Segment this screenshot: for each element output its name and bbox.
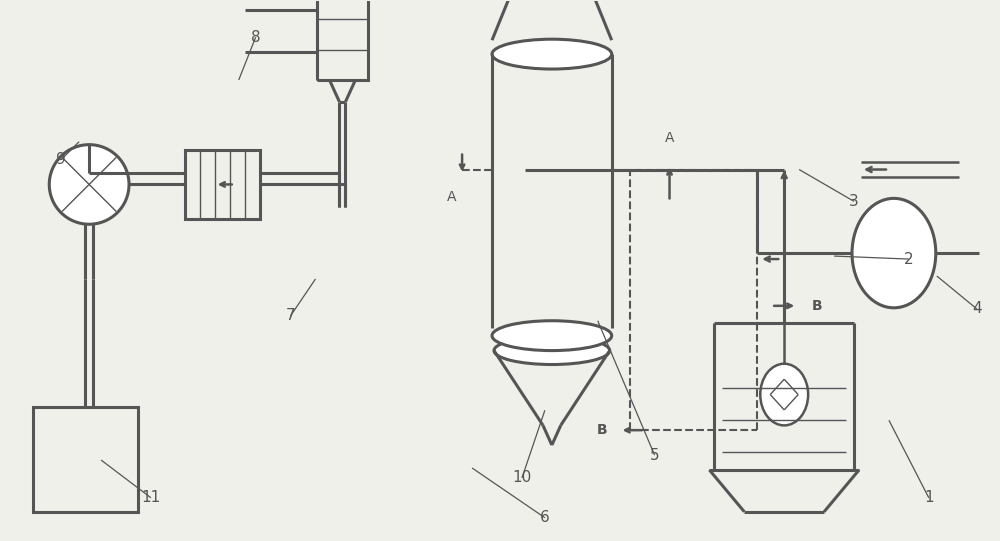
Bar	[317, 0, 368, 80]
Bar	[185, 150, 260, 219]
Ellipse shape	[760, 364, 808, 425]
Text: 1: 1	[924, 490, 934, 505]
Ellipse shape	[492, 39, 612, 69]
Text: 3: 3	[849, 194, 859, 209]
Ellipse shape	[492, 321, 612, 351]
Circle shape	[49, 144, 129, 224]
Text: A: A	[665, 131, 674, 144]
Text: B: B	[812, 299, 822, 313]
Text: 8: 8	[251, 30, 260, 45]
Text: 9: 9	[56, 152, 66, 167]
Text: 6: 6	[540, 510, 550, 525]
Text: 10: 10	[512, 471, 532, 485]
Text: B: B	[596, 423, 607, 437]
Text: 4: 4	[972, 301, 981, 316]
Bar	[33, 407, 138, 512]
Ellipse shape	[494, 337, 610, 365]
Text: 5: 5	[650, 447, 659, 463]
Ellipse shape	[852, 199, 936, 308]
Text: A: A	[447, 190, 457, 204]
Text: 7: 7	[286, 308, 295, 324]
Text: 11: 11	[141, 490, 161, 505]
Text: 2: 2	[904, 252, 914, 267]
